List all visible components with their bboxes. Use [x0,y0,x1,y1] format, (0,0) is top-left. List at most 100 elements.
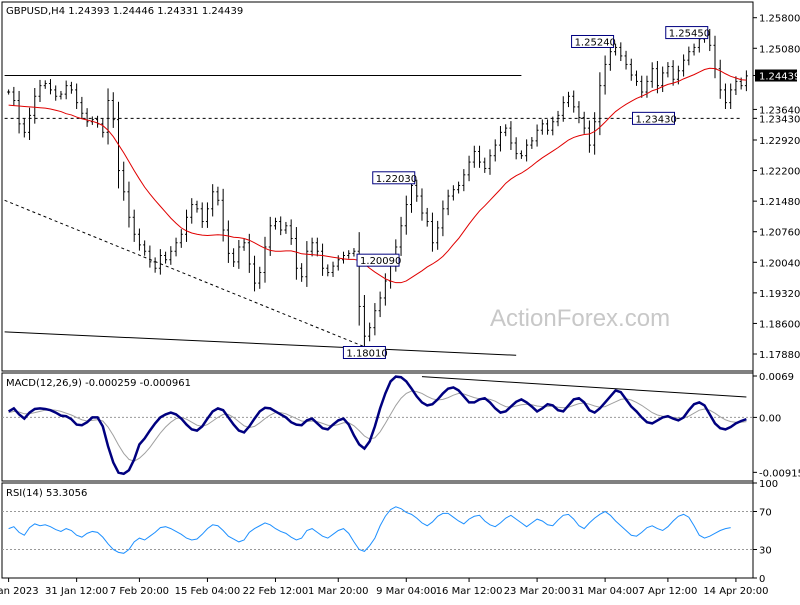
price-bar [488,149,492,175]
price-bar [137,228,141,251]
price-annotation-label: 1.23430 [636,114,677,125]
price-bar [101,118,105,138]
price-bar [122,161,126,201]
price-ytick-label: 1.20760 [759,228,800,239]
price-annotation: 1.18010 [342,345,388,359]
price-bar [682,54,686,77]
price-ytick-label: 1.21480 [759,197,800,208]
price-ytick-label: 1.17880 [759,350,800,361]
price-bar [692,43,696,56]
price-bar [132,209,136,242]
price-annotation: 1.25240 [571,34,616,48]
xtick-label: 31 Mar 04:00 [572,586,639,597]
rsi-ytick-label: 0 [759,574,765,585]
xtick-label: 14 Apr 20:00 [703,586,768,597]
price-ytick-label: 1.25080 [759,44,800,55]
price-bar [493,139,497,162]
price-bar [587,120,591,153]
price-annotation-box [632,111,676,125]
price-bar [48,79,52,95]
price-bar [734,76,738,95]
price-bar [205,202,209,228]
price-bar [603,55,607,95]
price-annotation: 1.23430 [632,111,677,125]
price-bar [279,216,283,236]
price-bar [179,229,183,248]
price-bar [12,86,16,106]
price-annotation-box [665,26,709,40]
xtick-label: 7 Apr 12:00 [638,586,697,597]
price-annotation-label: 1.20090 [360,256,401,267]
price-bar [415,179,419,202]
price-ytick-label: 1.18600 [759,319,800,330]
price-bar [661,66,665,93]
xtick-label: 24 Jan 2023 [0,586,39,597]
current-price-label: 1.24439 [759,72,800,83]
price-bar [420,188,424,221]
price-bar [404,195,408,235]
price-bar [85,108,89,127]
xtick-label: 23 Mar 20:00 [504,586,571,597]
price-bar [253,255,257,292]
price-bar [7,89,11,95]
price-bar [457,181,461,194]
rsi-ytick-label: 70 [759,508,772,519]
macd-ytick-label: 0.0069 [759,372,794,383]
price-bar [263,236,267,283]
price-ytick-label: 1.23430 [759,114,800,125]
price-bar [242,238,246,251]
price-bar [289,219,293,245]
price-bar [598,72,602,136]
price-bar [80,96,84,119]
price-bar [294,227,298,280]
price-bar [28,107,32,141]
price-bar [650,62,654,88]
price-bar [59,90,63,100]
rsi-ytick-label: 30 [759,546,772,557]
price-bar [148,245,152,268]
price-bar [373,303,377,336]
price-bar [237,240,241,269]
price-bar [127,181,131,228]
price-bar [546,119,550,135]
price-bar [655,61,659,94]
price-bar [341,251,345,264]
xtick-label: 15 Feb 04:00 [175,586,241,597]
price-bar [357,232,361,326]
price-annotation-label: 1.18010 [346,348,387,359]
price-bar [556,110,560,127]
price-bar [624,50,628,70]
price-bar [17,90,21,134]
price-bar [593,112,597,155]
price-bar [143,240,147,256]
price-bar [436,220,440,250]
price-bar [708,28,712,52]
price-ytick-label: 1.20040 [759,258,800,269]
price-bar [216,186,220,206]
price-bar [478,145,482,168]
trendline-0 [4,199,381,354]
price-bar [43,80,47,89]
price-bar [258,266,262,289]
price-bar [572,90,576,113]
xtick-label: 16 Mar 12:00 [436,586,503,597]
price-bar [232,248,236,267]
macd-ytick-label: 0.00 [759,413,781,424]
price-bar [666,62,670,78]
xtick-label: 31 Jan 12:00 [45,586,108,597]
xtick-label: 9 Mar 04:00 [376,586,436,597]
price-bar [525,139,529,162]
price-ytick-label: 1.22920 [759,136,800,147]
price-bar [153,257,157,273]
price-annotation-box [372,171,416,185]
price-annotation-box [571,34,615,48]
xtick-label: 7 Feb 20:00 [110,586,169,597]
price-bar [33,87,37,124]
price-annotation-box [356,253,400,267]
macd-ytick-label: -0.009158 [759,468,800,479]
price-annotation-label: 1.25450 [669,29,710,40]
macd-line [7,375,747,476]
price-bar [158,249,162,275]
price-bar [321,243,325,276]
